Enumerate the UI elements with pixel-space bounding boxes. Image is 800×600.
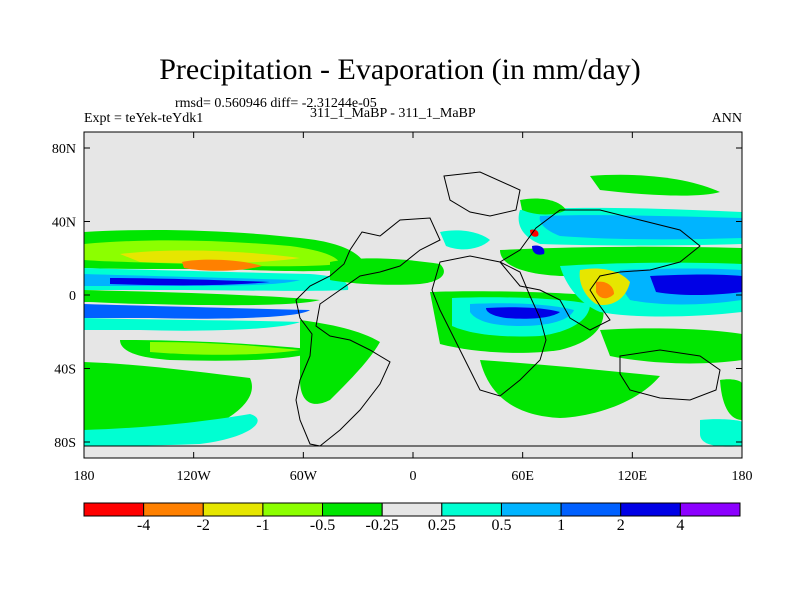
colorbar-swatch [620, 502, 681, 517]
colorbar-label: -2 [196, 517, 210, 534]
contour-green-southwest-pacific [600, 328, 742, 364]
coastline-africa [431, 255, 547, 397]
contour-darkblue-spot-asia [532, 245, 545, 255]
contour-orange-maritime-continent [596, 281, 614, 299]
contour-green-north-asia [590, 174, 720, 196]
experiment-label: Expt = teYek-teYdk1 [84, 111, 204, 126]
x-tick-label: 120E [618, 469, 648, 484]
stats-text: rmsd= 0.560946 diff= -2.31244e-05 [175, 96, 377, 111]
colorbar-swatch [441, 502, 502, 517]
colorbar-swatch [560, 502, 622, 517]
colorbar-swatch [262, 502, 324, 517]
colorbar-label: -0.5 [309, 517, 336, 534]
axis-ticks: 180 120W 60W 0 60E 120E 180 80N 40N 0 40S 80S [52, 132, 753, 484]
colorbar-swatch [679, 502, 741, 517]
colorbar-swatch [202, 502, 264, 517]
x-tick-label: 120W [177, 469, 212, 484]
colorbar-label: -4 [136, 517, 151, 534]
coastlines [84, 171, 742, 447]
colorbar-swatch [381, 502, 443, 517]
colorbar-swatch [143, 502, 204, 517]
coastline-australia [619, 349, 721, 401]
contour-darkblue-equator-pacific [110, 278, 270, 286]
contour-cyan-south-equator [84, 318, 300, 331]
contour-green-atlantic-south [300, 320, 380, 404]
contour-blue-south-equator [84, 304, 310, 319]
x-tick-label: 180 [732, 469, 753, 484]
contour-orange-north-pacific [182, 259, 262, 271]
contour-green-atlantic [330, 258, 444, 285]
colorbar-label: 0.5 [491, 517, 512, 534]
y-tick-label: 40S [54, 363, 76, 378]
contour-cyan-north-atlantic [440, 230, 490, 250]
season-label: ANN [711, 111, 742, 126]
colorbar [83, 502, 741, 517]
coastline-americas [295, 217, 441, 447]
contour-green-equator-dry [84, 290, 320, 306]
y-tick-label: 40N [52, 216, 76, 231]
colorbar-label: 4 [676, 517, 685, 534]
y-tick-label: 80N [52, 142, 76, 157]
contour-green-southeast-ocean [720, 379, 742, 420]
contour-green-europe [520, 198, 566, 215]
comparison-label: 311_1_MaBP - 311_1_MaBP [310, 106, 476, 121]
colorbar-label: -0.25 [365, 517, 399, 534]
y-tick-label: 80S [54, 436, 76, 451]
coastline-greenland [443, 171, 521, 217]
contour-fields [84, 174, 742, 447]
x-tick-label: 60E [511, 469, 534, 484]
y-tick-label: 0 [69, 289, 76, 304]
colorbar-swatch [500, 502, 562, 517]
contour-yellow-north-pacific [120, 250, 300, 264]
colorbar-label: -1 [256, 517, 270, 534]
plot-title: Precipitation - Evaporation (in mm/day) [159, 53, 641, 86]
colorbar-label: 0.25 [427, 517, 456, 534]
contour-darkblue-west-pacific-eq [650, 274, 742, 295]
contour-cyan-southern-indian [700, 419, 742, 447]
contour-lightgreen-south-pacific [150, 342, 300, 355]
contour-darkblue-indian-ocean [486, 307, 560, 319]
colorbar-swatch [322, 502, 383, 517]
coastline-eurasia [499, 209, 701, 331]
x-tick-label: 60W [290, 469, 318, 484]
colorbar-label: 1 [557, 517, 566, 534]
colorbar-swatch [83, 502, 145, 517]
contour-red-spot-asia [530, 229, 539, 237]
x-tick-label: 0 [410, 469, 417, 484]
x-tick-label: 180 [74, 469, 95, 484]
contour-blue-west-pacific-40n [539, 215, 742, 240]
colorbar-label: 2 [616, 517, 625, 534]
contour-cyan-southern-ocean [84, 414, 258, 446]
